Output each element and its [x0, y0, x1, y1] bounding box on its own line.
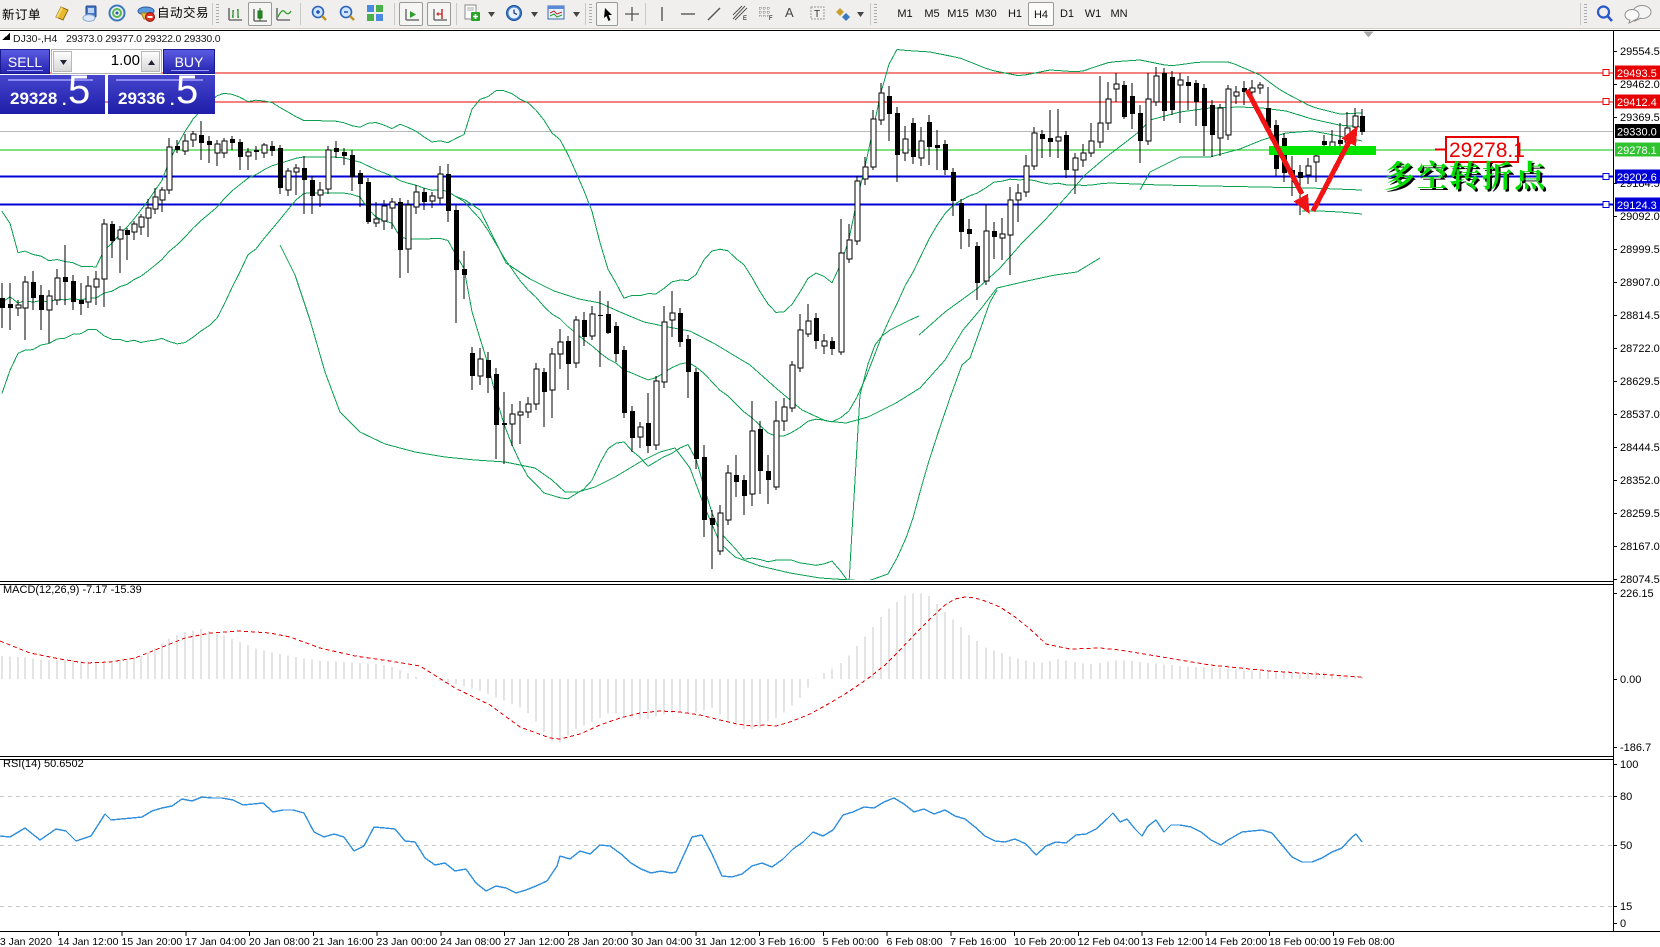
- svg-text:17 Jan 04:00: 17 Jan 04:00: [185, 936, 246, 947]
- svg-text:15 Jan 20:00: 15 Jan 20:00: [122, 936, 183, 947]
- svg-text:12 Feb 04:00: 12 Feb 04:00: [1078, 936, 1140, 947]
- svg-text:MACD(12,26,9) -7.17 -15.39: MACD(12,26,9) -7.17 -15.39: [3, 584, 142, 596]
- svg-text:10 Feb 20:00: 10 Feb 20:00: [1014, 936, 1076, 947]
- svg-text:28259.5: 28259.5: [1620, 508, 1660, 520]
- svg-text:29493.5: 29493.5: [1617, 68, 1657, 80]
- svg-text:28999.5: 28999.5: [1620, 244, 1660, 256]
- svg-text:50: 50: [1620, 840, 1632, 852]
- svg-text:3 Feb 16:00: 3 Feb 16:00: [759, 936, 815, 947]
- svg-text:0: 0: [1620, 918, 1626, 930]
- svg-text:29330.0: 29330.0: [1617, 127, 1657, 139]
- svg-text:23 Jan 00:00: 23 Jan 00:00: [377, 936, 438, 947]
- svg-text:29369.5: 29369.5: [1620, 112, 1660, 124]
- svg-text:E: E: [743, 16, 747, 21]
- svg-text:7 Feb 16:00: 7 Feb 16:00: [950, 936, 1006, 947]
- svg-text:28 Jan 20:00: 28 Jan 20:00: [568, 936, 629, 947]
- svg-text:6 Feb 08:00: 6 Feb 08:00: [887, 936, 943, 947]
- svg-text:29412.4: 29412.4: [1617, 97, 1657, 109]
- svg-text:13 Feb 12:00: 13 Feb 12:00: [1142, 936, 1204, 947]
- svg-text:29462.0: 29462.0: [1620, 79, 1660, 91]
- svg-text:29092.0: 29092.0: [1620, 211, 1660, 223]
- svg-text:29554.5: 29554.5: [1620, 46, 1660, 58]
- svg-text:15: 15: [1620, 901, 1632, 913]
- svg-text:29373.0 29377.0 29322.0 29330.: 29373.0 29377.0 29322.0 29330.0: [66, 33, 221, 45]
- svg-text:-186.7: -186.7: [1620, 742, 1651, 754]
- svg-text:T: T: [814, 9, 820, 20]
- svg-text:13 Jan 2020: 13 Jan 2020: [0, 936, 52, 947]
- svg-text:19 Feb 08:00: 19 Feb 08:00: [1333, 936, 1395, 947]
- svg-text:RSI(14) 50.6502: RSI(14) 50.6502: [3, 758, 84, 770]
- svg-text:20 Jan 08:00: 20 Jan 08:00: [249, 936, 310, 947]
- svg-text:DJ30-,H4: DJ30-,H4: [13, 33, 58, 45]
- svg-text:21 Jan 16:00: 21 Jan 16:00: [313, 936, 374, 947]
- svg-text:80: 80: [1620, 791, 1632, 803]
- svg-text:28074.5: 28074.5: [1620, 574, 1660, 586]
- svg-text:F: F: [769, 16, 773, 21]
- svg-text:5 Feb 00:00: 5 Feb 00:00: [823, 936, 879, 947]
- svg-text:29124.3: 29124.3: [1617, 200, 1657, 212]
- svg-text:100: 100: [1620, 759, 1638, 771]
- svg-text:28629.5: 28629.5: [1620, 376, 1660, 388]
- svg-text:0.00: 0.00: [1620, 674, 1641, 686]
- svg-text:28814.5: 28814.5: [1620, 310, 1660, 322]
- svg-text:29278.1: 29278.1: [1617, 145, 1657, 157]
- svg-text:29202.6: 29202.6: [1617, 172, 1657, 184]
- svg-text:28167.0: 28167.0: [1620, 541, 1660, 553]
- svg-text:226.15: 226.15: [1620, 588, 1654, 600]
- svg-text:18 Feb 00:00: 18 Feb 00:00: [1269, 936, 1331, 947]
- svg-text:30 Jan 04:00: 30 Jan 04:00: [632, 936, 693, 947]
- svg-text:28352.0: 28352.0: [1620, 475, 1660, 487]
- svg-text:28537.0: 28537.0: [1620, 409, 1660, 421]
- svg-text:28907.0: 28907.0: [1620, 277, 1660, 289]
- svg-text:29278.1: 29278.1: [1449, 139, 1525, 162]
- svg-text:27 Jan 12:00: 27 Jan 12:00: [504, 936, 565, 947]
- svg-text:14 Feb 20:00: 14 Feb 20:00: [1205, 936, 1267, 947]
- svg-text:14 Jan 12:00: 14 Jan 12:00: [58, 936, 119, 947]
- svg-text:28444.5: 28444.5: [1620, 442, 1660, 454]
- svg-text:31 Jan 12:00: 31 Jan 12:00: [695, 936, 756, 947]
- svg-text:28722.0: 28722.0: [1620, 343, 1660, 355]
- svg-text:24 Jan 08:00: 24 Jan 08:00: [440, 936, 501, 947]
